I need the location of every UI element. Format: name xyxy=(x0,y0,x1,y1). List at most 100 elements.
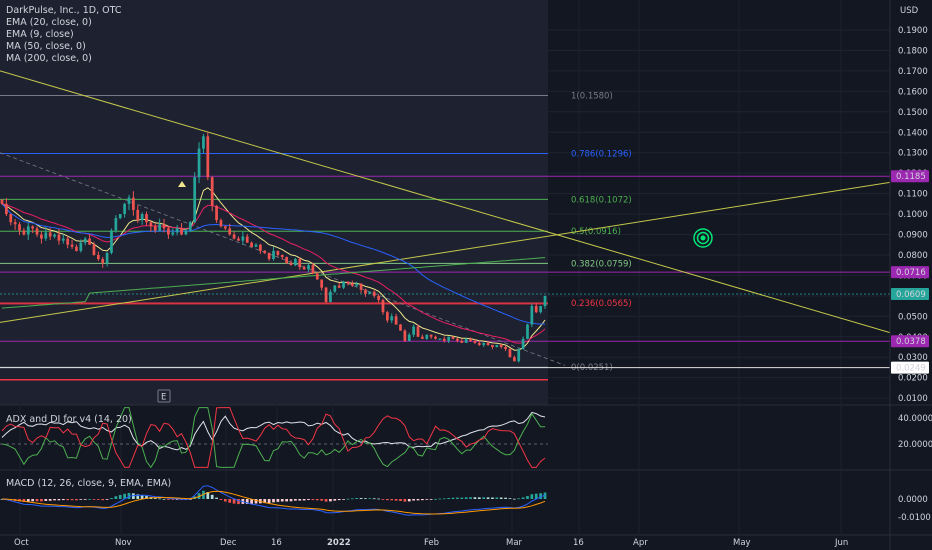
candle-body xyxy=(517,349,521,362)
descending-trendline xyxy=(0,70,891,334)
macd-histogram-bar xyxy=(464,497,468,499)
indicator-ema9[interactable]: EMA (9, close) xyxy=(6,29,74,40)
ascending-trendline xyxy=(0,181,891,323)
macd-histogram-bar xyxy=(451,497,455,499)
signal-line xyxy=(1,490,546,515)
time-tick-label: Feb xyxy=(424,538,439,548)
candle-body xyxy=(337,285,341,288)
candle-body xyxy=(280,254,284,257)
indicator-ma50[interactable]: MA (50, close, 0) xyxy=(6,41,86,52)
price-tag-label: 0.0716 xyxy=(896,268,926,278)
macd-histogram-bar xyxy=(232,499,236,504)
adx-pane-label[interactable]: ADX and DI for v4 (14, 20) xyxy=(6,414,132,425)
candle-body xyxy=(101,259,105,264)
indicator-ma200[interactable]: MA (200, close, 0) xyxy=(6,53,92,64)
candle-body xyxy=(149,222,153,227)
macd-histogram-bar xyxy=(324,499,328,502)
macd-histogram-bar xyxy=(412,499,415,501)
candle-body xyxy=(399,324,402,331)
macd-histogram-bar xyxy=(434,498,437,500)
candle-body xyxy=(460,340,464,343)
price-tick-label: 0.0200 xyxy=(898,374,928,384)
candle-body xyxy=(477,342,481,345)
macd-histogram-bar xyxy=(442,498,446,500)
candle-body xyxy=(114,218,118,231)
currency-label: USD xyxy=(900,6,919,16)
candle-body xyxy=(486,342,490,345)
time-tick-label: 16 xyxy=(573,538,584,548)
macd-histogram-bar xyxy=(70,499,74,501)
candle-body xyxy=(438,338,442,340)
price-tag xyxy=(891,170,929,183)
candle-body xyxy=(368,291,372,294)
macd-histogram-bar xyxy=(421,499,424,501)
macd-histogram-bar xyxy=(61,499,65,501)
macd-histogram-bar xyxy=(539,493,542,499)
candle-body xyxy=(263,250,267,253)
macd-histogram-bar xyxy=(285,499,288,502)
macd-histogram-bar xyxy=(407,499,411,502)
macd-histogram-bar xyxy=(210,494,214,499)
price-tag-label: 0.0378 xyxy=(896,337,926,347)
candle-body xyxy=(13,222,17,225)
candle-body xyxy=(136,209,140,221)
macd-histogram-bar xyxy=(311,499,315,501)
indicator-ema20[interactable]: EMA (20, close, 0) xyxy=(6,17,92,28)
price-tick-label: 0.1400 xyxy=(898,128,928,138)
macd-histogram-bar xyxy=(267,499,271,504)
macd-histogram-bar xyxy=(105,499,109,500)
target-icon-ring xyxy=(696,231,710,245)
candle-body xyxy=(153,226,157,231)
candle-body xyxy=(26,226,30,235)
macd-pane-label[interactable]: MACD (12, 26, close, 9, EMA, EMA) xyxy=(6,478,172,489)
candle-body xyxy=(57,234,61,241)
macd-histogram-bar xyxy=(171,499,175,500)
price-tag xyxy=(891,361,929,374)
price-tick-label: 0.1000 xyxy=(898,210,928,220)
candle-body xyxy=(92,244,96,255)
candle-body xyxy=(495,344,499,347)
macd-histogram-bar xyxy=(66,499,70,501)
macd-histogram-bar xyxy=(534,493,538,499)
candle-body xyxy=(158,224,162,231)
candle-body xyxy=(307,265,310,270)
macd-histogram-bar xyxy=(377,498,380,500)
candle-body xyxy=(40,234,43,239)
candle-body xyxy=(482,342,486,345)
macd-histogram-bar xyxy=(132,493,135,499)
macd-histogram-bar xyxy=(359,498,363,499)
macd-histogram-bar xyxy=(364,498,367,500)
signal-arrow-icon xyxy=(178,181,186,187)
candle-body xyxy=(425,334,429,339)
macd-histogram-bar xyxy=(482,497,486,499)
candle-body xyxy=(350,283,354,286)
candle-body xyxy=(285,256,288,264)
adx-tick-label: 20.0000 xyxy=(898,440,932,450)
price-tag-label: 0.1185 xyxy=(896,172,926,182)
macd-histogram-bar xyxy=(289,499,293,502)
candle-body xyxy=(206,136,210,178)
macd-histogram-bar xyxy=(88,498,91,500)
macd-histogram-bar xyxy=(57,499,61,501)
candle-body xyxy=(534,306,538,313)
candle-body xyxy=(329,291,332,302)
macd-histogram-bar xyxy=(167,499,170,500)
macd-histogram-bar xyxy=(215,497,218,499)
price-tick-label: 0.1300 xyxy=(898,149,928,159)
earnings-marker-label: E xyxy=(161,393,166,403)
earnings-marker xyxy=(157,389,171,403)
candle-body xyxy=(499,344,503,347)
candle-body xyxy=(31,226,35,229)
candle-body xyxy=(180,228,183,235)
candle-body xyxy=(228,228,232,235)
candle-body xyxy=(276,250,280,255)
macd-histogram-bar xyxy=(272,499,275,503)
candle-body xyxy=(407,334,411,341)
candle-body xyxy=(132,197,135,210)
price-tick-label: 0.0500 xyxy=(898,312,928,322)
macd-histogram-bar xyxy=(44,499,48,501)
candle-body xyxy=(526,324,529,339)
macd-histogram-bar xyxy=(543,492,547,499)
candle-body xyxy=(44,232,48,239)
